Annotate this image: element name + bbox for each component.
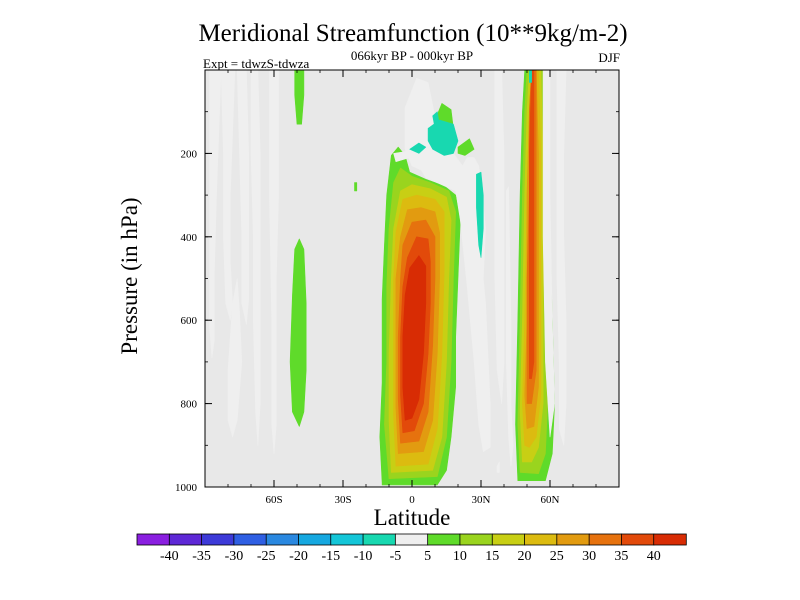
contour-region — [269, 70, 279, 454]
y-tick-label: 800 — [181, 399, 198, 411]
contour-region — [402, 255, 427, 421]
colorbar: -40 -35 -30 -25 -20 -15 -10 -5 5 10 15 20 25 30 35 40 — [136, 533, 687, 564]
x-tick-label: 0 — [409, 494, 415, 506]
y-tick-label: 400 — [181, 232, 198, 244]
contour-region — [294, 70, 305, 125]
contour-region — [505, 186, 514, 467]
contour-region — [236, 70, 249, 325]
contour-region — [409, 142, 427, 154]
plot-area: 60S 30S 0 30N 60N 200 400 600 800 1000 — [175, 69, 620, 506]
x-axis-label: Latitude — [374, 505, 451, 530]
chart-title: Meridional Streamfunction (10**9kg/m-2) — [198, 20, 627, 47]
colorbar-swatch — [394, 533, 429, 546]
contour-region — [542, 70, 555, 438]
y-tick-label: 600 — [181, 315, 198, 327]
contour-region — [289, 238, 307, 427]
contour-region — [496, 461, 500, 473]
contour-region — [476, 171, 484, 258]
colorbar-swatch — [330, 533, 364, 546]
contour-region — [556, 70, 567, 446]
colorbar-label: 40 — [647, 549, 661, 564]
x-tick-label: 60S — [265, 494, 282, 506]
colorbar-label: 5 — [424, 549, 431, 564]
colorbar-label: 15 — [485, 549, 499, 564]
colorbar-swatch — [168, 533, 203, 546]
contour-region — [427, 119, 459, 156]
colorbar-swatch — [491, 533, 526, 546]
colorbar-label: 25 — [550, 549, 564, 564]
colorbar-label: -30 — [225, 549, 244, 564]
season-label: DJF — [598, 50, 620, 65]
colorbar-swatch — [621, 533, 655, 546]
colorbar-swatch — [201, 533, 235, 546]
colorbar-swatch — [136, 533, 170, 546]
contour-region — [250, 70, 261, 446]
colorbar-swatch — [362, 533, 397, 546]
x-tick-label: 60N — [541, 494, 560, 506]
colorbar-swatch — [524, 533, 558, 546]
colorbar-swatch — [427, 533, 461, 546]
contour-region — [494, 70, 505, 404]
contour-region — [457, 138, 475, 156]
contour-region — [528, 70, 535, 379]
colorbar-label: 20 — [518, 549, 532, 564]
colorbar-label: -5 — [390, 549, 402, 564]
x-tick-label: 30S — [334, 494, 351, 506]
contour-region — [528, 70, 532, 83]
x-tick-label: 30N — [472, 494, 491, 506]
colorbar-swatch — [459, 533, 493, 546]
chart-subtitle: 066kyr BP - 000kyr BP — [351, 48, 473, 63]
colorbar-label: -35 — [192, 549, 211, 564]
colorbar-swatch — [653, 533, 687, 546]
colorbar-label: -20 — [289, 549, 308, 564]
colorbar-label: -15 — [321, 549, 340, 564]
colorbar-label: 30 — [582, 549, 596, 564]
y-tick-label: 200 — [181, 148, 198, 160]
colorbar-label: 10 — [453, 549, 467, 564]
contour-region — [354, 182, 358, 192]
contour-region — [227, 278, 243, 438]
colorbar-label: -40 — [160, 549, 179, 564]
colorbar-swatch — [265, 533, 300, 546]
colorbar-swatch — [588, 533, 623, 546]
colorbar-label: 35 — [614, 549, 628, 564]
colorbar-label: -25 — [257, 549, 276, 564]
y-tick-label: 1000 — [175, 482, 198, 494]
colorbar-swatch — [556, 533, 590, 546]
colorbar-swatch — [233, 533, 267, 546]
y-axis-label: Pressure (in hPa) — [117, 197, 142, 354]
colorbar-swatch — [298, 533, 332, 546]
contour-region — [209, 70, 222, 359]
experiment-label: Expt = tdwzS-tdwza — [203, 56, 309, 71]
colorbar-label: -10 — [354, 549, 373, 564]
